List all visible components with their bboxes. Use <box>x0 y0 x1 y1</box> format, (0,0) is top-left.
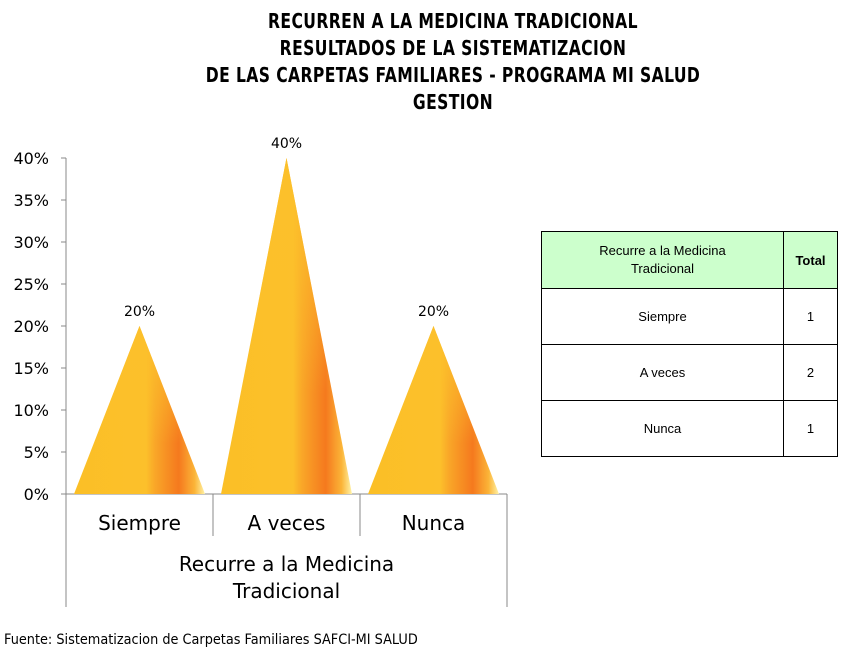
table-header-row: Recurre a la Medicina Tradicional Total <box>541 231 838 289</box>
bar-cone-highlight <box>368 326 499 494</box>
y-tick-label: 20% <box>13 317 49 336</box>
x-tick-label: A veces <box>248 511 326 535</box>
table-cell-category: Nunca <box>541 400 784 457</box>
table-cell-total: 2 <box>783 344 838 401</box>
title-line-2: RESULTADOS DE LA SISTEMATIZACION <box>279 36 627 60</box>
y-tick-label: 30% <box>13 233 49 252</box>
y-tick-label: 25% <box>13 275 49 294</box>
table-header-category-text: Recurre a la Medicina Tradicional <box>599 243 726 276</box>
y-tick-label: 10% <box>13 401 49 420</box>
title-line-4: GESTION <box>412 90 494 114</box>
title-line-1: RECURREN A LA MEDICINA TRADICIONAL <box>268 9 638 33</box>
table-cell-category: Siempre <box>541 288 784 345</box>
table-header-total: Total <box>783 231 838 289</box>
table-row: Siempre 1 <box>541 288 838 345</box>
y-tick-label: 35% <box>13 191 49 210</box>
title-line-3: DE LAS CARPETAS FAMILIARES - PROGRAMA MI… <box>205 63 701 87</box>
table-cell-category: A veces <box>541 344 784 401</box>
bar-cone-highlight <box>221 158 352 494</box>
table-cell-total: 1 <box>783 288 838 345</box>
data-table: Recurre a la Medicina Tradicional Total … <box>541 231 838 457</box>
data-label: 20% <box>124 304 155 320</box>
data-label: 20% <box>418 304 449 320</box>
y-tick-label: 40% <box>13 149 49 168</box>
x-tick-label: Nunca <box>402 511 466 535</box>
y-tick-label: 0% <box>24 485 49 504</box>
source-note: Fuente: Sistematizacion de Carpetas Fami… <box>4 632 418 648</box>
table-row: Nunca 1 <box>541 400 838 457</box>
table-row: A veces 2 <box>541 344 838 401</box>
table-cell-total: 1 <box>783 400 838 457</box>
y-tick-label: 5% <box>24 443 49 462</box>
x-axis-title-line: Recurre a la Medicina <box>179 552 394 576</box>
data-label: 40% <box>271 136 302 152</box>
table-header-category: Recurre a la Medicina Tradicional <box>541 231 784 289</box>
bar-cone-highlight <box>74 326 205 494</box>
y-tick-label: 15% <box>13 359 49 378</box>
x-tick-label: Siempre <box>98 511 181 535</box>
chart-title: RECURREN A LA MEDICINA TRADICIONAL RESUL… <box>100 8 807 116</box>
cone-bar-chart: 0% 5% 10% 15% 20% 25% 30% 35% 40% 20% Siempre 40% A … <box>13 136 508 607</box>
x-axis-title-line: Tradicional <box>232 579 340 603</box>
